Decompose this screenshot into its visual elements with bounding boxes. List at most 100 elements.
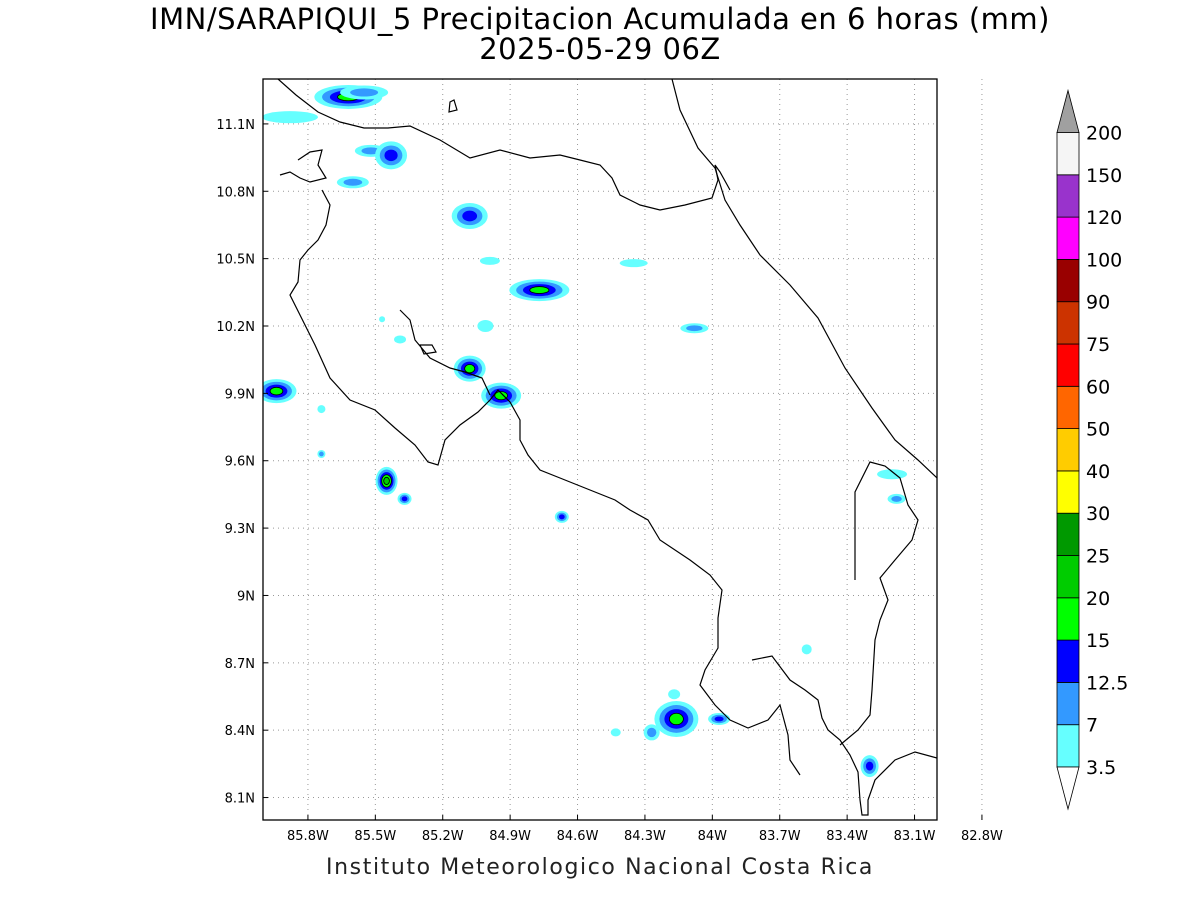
rain-cell: [397, 492, 412, 505]
colorbar-label: 15: [1086, 630, 1110, 652]
rain-cell: [481, 382, 522, 409]
colorbar-label: 30: [1086, 503, 1110, 525]
rain-cell: [708, 712, 731, 725]
nicaragua-border: [277, 79, 731, 211]
map-plot-area: [263, 79, 937, 820]
rain-contour-level: [686, 325, 703, 332]
lat-tick-label: 11.1N: [216, 118, 255, 133]
map-subtitle-date: 2025-05-29 06Z: [479, 32, 721, 66]
colorbar-label: 25: [1086, 546, 1110, 568]
rain-contour-level: [558, 514, 565, 520]
rain-cell: [554, 510, 569, 523]
rain-contour-level: [317, 405, 326, 414]
colorbar-swatch: [1056, 343, 1080, 387]
colorbar-min-arrow: [1056, 766, 1080, 811]
rain-cell: [654, 700, 699, 737]
lat-tick-label: 8.1N: [225, 792, 255, 807]
colorbar-label: 150: [1086, 165, 1122, 187]
colorbar-swatch: [1056, 132, 1080, 176]
lat-tick-label: 8.4N: [225, 724, 255, 739]
lat-tick-label: 10.5N: [216, 253, 255, 268]
caribbean-coast: [671, 79, 937, 479]
rain-contour-level: [343, 178, 363, 186]
rain-cell: [451, 202, 488, 229]
lat-tick-label: 9.3N: [225, 522, 255, 537]
colorbar-label: 90: [1086, 292, 1110, 314]
footer-credit: Instituto Meteorologico Nacional Costa R…: [326, 855, 874, 880]
lon-tick-label: 84.3W: [624, 829, 666, 844]
golfo-dulce: [751, 655, 937, 816]
rain-cell: [509, 279, 570, 302]
rain-contour-level: [263, 111, 318, 124]
colorbar-swatch: [1056, 555, 1080, 599]
lon-tick-label: 84W: [698, 829, 728, 844]
rain-cell: [477, 320, 494, 332]
rain-contour-level: [877, 469, 908, 480]
lat-tick-label: 8.7N: [225, 657, 255, 672]
rain-cell: [317, 449, 326, 458]
rain-contour-level: [668, 712, 684, 726]
colorbar-swatch: [1056, 216, 1080, 260]
colorbar-swatch: [1056, 512, 1080, 556]
lon-tick-label: 85.2W: [422, 829, 464, 844]
rain-contour-level: [477, 320, 494, 332]
rain-cell: [479, 256, 500, 265]
rain-contour-level: [269, 386, 284, 396]
island: [448, 99, 458, 113]
lat-tick-label: 10.2N: [216, 320, 255, 335]
rain-cell: [996, 378, 1012, 390]
rain-cell: [340, 85, 389, 100]
rain-contour-level: [610, 728, 621, 737]
rain-contour-level: [350, 88, 379, 97]
colorbar-label: 120: [1086, 207, 1122, 229]
rain-cell: [619, 259, 648, 268]
rain-contour-level: [962, 357, 980, 371]
lon-tick-label: 84.9W: [489, 829, 531, 844]
rain-cell: [336, 176, 369, 189]
lon-tick-label: 83.7W: [759, 829, 801, 844]
colorbar-label: 40: [1086, 461, 1110, 483]
map-title: IMN/SARAPIQUI_5 Precipitacion Acumulada …: [150, 2, 1050, 36]
colorbar-swatch: [1056, 301, 1080, 345]
lon-tick-label: 82.8W: [961, 829, 1003, 844]
rain-cell: [962, 357, 980, 371]
rain-contour-level: [668, 689, 681, 700]
colorbar-swatch: [1056, 385, 1080, 429]
rain-cell: [877, 469, 908, 480]
rain-contour-level: [801, 644, 812, 655]
lat-tick-label: 9.6N: [225, 455, 255, 470]
rain-cell: [643, 724, 660, 741]
colorbar-label: 3.5: [1086, 757, 1116, 779]
precipitation-field: [263, 84, 1012, 778]
colorbar-swatch: [1056, 174, 1080, 218]
rain-cell: [680, 323, 709, 334]
rain-cell: [453, 355, 486, 382]
colorbar-label: 7: [1086, 715, 1098, 737]
colorbar-swatch: [1056, 428, 1080, 472]
lon-tick-label: 84.6W: [557, 829, 599, 844]
colorbar-label: 75: [1086, 334, 1110, 356]
rain-cell: [263, 379, 297, 404]
rain-contour-level: [401, 496, 408, 502]
rain-contour-level: [383, 476, 390, 485]
rain-cell: [887, 493, 906, 504]
rain-contour-level: [647, 727, 657, 738]
rain-contour-level: [464, 364, 476, 374]
lat-tick-label: 10.8N: [216, 185, 255, 200]
rain-contour-level: [1000, 381, 1009, 388]
coastline-borders: [277, 79, 937, 816]
colorbar-swatch: [1056, 639, 1080, 683]
panama-border: [839, 461, 919, 746]
rain-cell: [610, 728, 621, 737]
axis-ticks: 85.8W 85.5W 85.2W 84.9W 84.6W 84.3W 84W 83.7W 83…: [216, 118, 1003, 844]
colorbar-label: 20: [1086, 588, 1110, 610]
rain-contour-level: [479, 256, 500, 265]
lon-tick-label: 85.8W: [287, 829, 329, 844]
rain-contour-level: [996, 378, 1012, 390]
colorbar-label: 100: [1086, 249, 1122, 271]
colorbar-swatch: [1056, 682, 1080, 726]
rain-cell: [668, 689, 681, 700]
colorbar-swatch: [1056, 724, 1080, 768]
map-frame: [262, 78, 938, 821]
